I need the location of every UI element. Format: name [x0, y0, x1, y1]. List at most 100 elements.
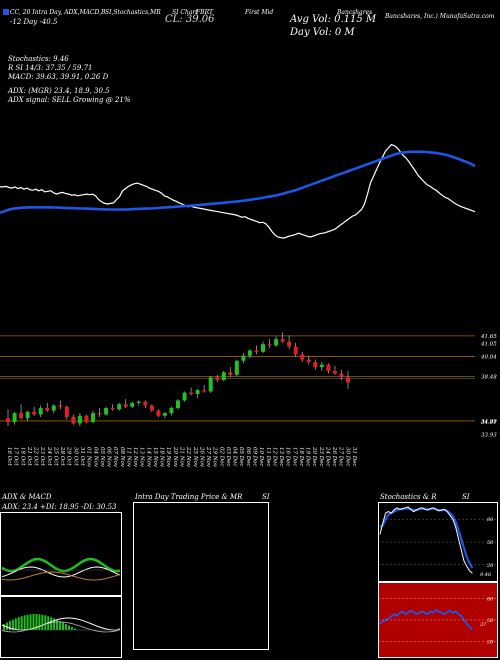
candle-body	[267, 344, 272, 346]
date-tick-label: 26 Nov	[198, 446, 204, 468]
candle-body	[247, 350, 252, 356]
date-tick-label: 30 Oct	[72, 447, 78, 466]
date-tick-label: 27 Nov	[205, 446, 211, 468]
candle-body	[221, 372, 226, 380]
candle-body	[234, 360, 239, 375]
stochastic-k-line	[379, 506, 473, 574]
price-level-label: 41.05	[480, 342, 497, 348]
date-tick-label: 09 Dec	[251, 447, 257, 467]
date-tick-label: 11 Nov	[125, 447, 131, 468]
date-tick-label: 06 Nov	[106, 447, 112, 468]
date-tick-label: 07 Nov	[112, 447, 118, 468]
date-tick-label: 17 Oct	[13, 447, 19, 466]
date-tick-label: 21 Oct	[26, 446, 32, 466]
candle-body	[123, 404, 128, 407]
stoch-panel-title: Stochastics & R	[380, 493, 437, 501]
candle-body	[97, 413, 102, 415]
minus-di-line	[1, 566, 121, 578]
date-tick-label: 05 Nov	[99, 447, 105, 468]
rsi-tick-label: 20	[486, 640, 494, 646]
candle-body	[71, 417, 76, 424]
macd-histogram-bar	[26, 614, 29, 630]
candle-body	[91, 413, 95, 423]
stochastic-signal-line	[379, 507, 474, 569]
price-level-label: 34.99	[481, 419, 497, 425]
date-tick-label: 24 Oct	[46, 446, 52, 466]
price-level-label: 41.65	[480, 334, 497, 340]
price-line	[0, 143, 476, 239]
stoch-last-value: 9.46	[480, 572, 492, 578]
header-tab-5: Bancshares	[337, 9, 373, 16]
date-tick-label: 30 Dec	[344, 447, 350, 467]
date-tick-label: 24 Dec	[324, 446, 330, 467]
date-tick-label: 31 Dec	[351, 447, 357, 467]
macd-histogram-bar	[32, 614, 35, 630]
date-tick-label: 29 Nov	[212, 446, 218, 468]
date-tick-label: 13 Dec	[278, 447, 284, 467]
date-tick-label: 25 Nov	[192, 446, 198, 468]
candle-body	[228, 372, 233, 375]
macd-histogram-bar	[62, 622, 64, 630]
price-level-label: 38.48	[481, 374, 497, 380]
day-volume-label: Day Vol: 0 M	[290, 27, 355, 38]
macd-histogram-bar	[73, 628, 76, 630]
candle-body	[77, 415, 82, 424]
date-tick-label: 31 Oct	[79, 447, 85, 466]
candle-body	[84, 415, 89, 423]
candle-body	[130, 402, 135, 407]
price-level-label: 33.93	[481, 433, 497, 439]
macd-signal-line	[1, 621, 121, 633]
macd-histogram-bar	[14, 618, 17, 630]
date-tick-label: 10 Dec	[258, 447, 264, 467]
date-tick-label: 21 Nov	[179, 446, 185, 468]
date-tick-label: 22 Nov	[185, 446, 191, 468]
candle-body	[332, 371, 337, 374]
stochastics-value: Stochastics: 9.46	[8, 55, 69, 63]
macd-histogram-bar	[50, 617, 53, 630]
macd-histogram-bar	[64, 624, 67, 630]
date-tick-label: 01 Nov	[86, 447, 92, 468]
date-tick-label: 23 Dec	[318, 446, 324, 467]
header-left-vals: -12 Day -40.5	[10, 18, 58, 26]
macd-histogram-bar	[35, 614, 38, 630]
macd-histogram-bar	[11, 619, 14, 630]
candle-body	[346, 377, 350, 383]
header-tab-4: First Mid	[245, 9, 274, 16]
candle-body	[25, 411, 30, 419]
candle-body	[300, 354, 305, 360]
date-tick-label: 29 Oct	[66, 446, 72, 466]
candle-body	[136, 401, 141, 403]
candle-body	[64, 406, 69, 417]
adx-line	[1, 571, 121, 581]
candle-body	[149, 405, 154, 411]
candle-body	[45, 408, 50, 411]
candle-body	[12, 413, 17, 423]
close-price-label: CL: 39.06	[165, 14, 215, 25]
date-tick-label: 06 Dec	[245, 447, 251, 467]
date-tick-label: 05 Dec	[238, 447, 244, 467]
header-tab-0: CC, 20 Intra Day, ADX,MACD,B	[10, 9, 106, 16]
candle-body	[293, 346, 298, 355]
candle-body	[274, 339, 279, 346]
candle-body	[169, 408, 174, 414]
candle-body	[58, 405, 63, 407]
candle-body	[104, 408, 109, 415]
date-tick-label: 25 Oct	[52, 446, 58, 466]
price-level-label: 40.04	[480, 354, 497, 360]
stoch-tick-label: 20	[486, 563, 494, 569]
macd-histogram-bar	[23, 615, 26, 630]
candle-body	[38, 408, 43, 415]
candle-body	[32, 411, 37, 415]
macd-histogram-bar	[70, 627, 73, 630]
date-tick-label: 13 Nov	[139, 447, 145, 468]
candle-body	[176, 400, 180, 409]
candle-body	[162, 413, 167, 416]
candle-body	[189, 392, 194, 394]
macd-histogram-bar	[20, 616, 23, 630]
date-tick-label: 16 Dec	[285, 447, 291, 467]
date-tick-label: 18 Oct	[19, 447, 25, 466]
candle-body	[202, 390, 207, 392]
candle-body	[306, 359, 311, 363]
date-tick-label: 12 Dec	[271, 447, 277, 467]
adx-panel	[0, 512, 122, 596]
